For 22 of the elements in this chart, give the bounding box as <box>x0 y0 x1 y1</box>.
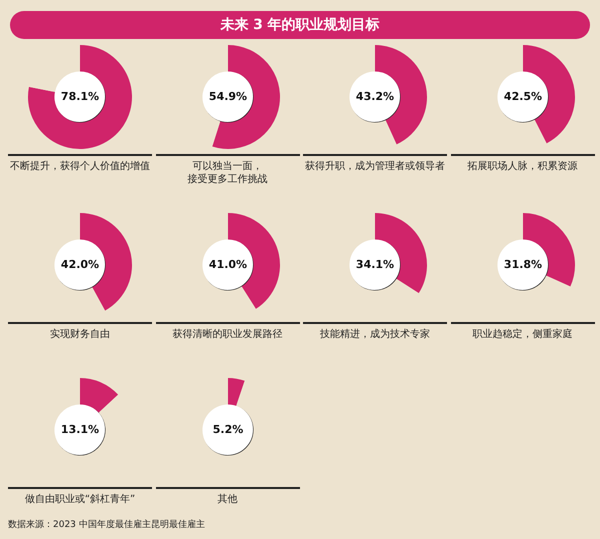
data-label: 78.1% <box>60 90 100 103</box>
data-label: 34.1% <box>356 258 394 271</box>
text: 未来 3 年的职业规划目标 <box>10 11 590 39</box>
text: 可以独当一面，接受更多工作挑战 <box>186 160 268 186</box>
data-label: 43.2% <box>356 90 394 103</box>
text: 其他 <box>216 493 238 506</box>
text: 不断提升，获得个人价值的增值 <box>9 160 151 173</box>
data-label: 42.5% <box>503 90 542 103</box>
text: 获得升职，成为管理者或领导者 <box>304 160 446 173</box>
text: 实现财务自由 <box>49 328 111 341</box>
text: 获得清晰的职业发展路径 <box>172 328 284 341</box>
text: 拓展职场人脉，积累资源 <box>466 160 578 173</box>
data-label: 13.1% <box>60 422 100 436</box>
text: 技能精进，成为技术专家 <box>319 328 431 341</box>
data-label: 42.0% <box>60 258 100 271</box>
data-label: 41.0% <box>208 258 247 271</box>
text: 做自由职业或“斜杠青年” <box>24 493 136 506</box>
data-label: 54.9% <box>208 90 247 103</box>
source-note: 数据来源：2023 中国年度最佳雇主昆明最佳雇主 <box>8 518 205 531</box>
data-label: 5.2% <box>212 422 243 436</box>
text: 职业趋稳定，侧重家庭 <box>472 328 574 341</box>
data-label: 31.8% <box>503 258 542 271</box>
